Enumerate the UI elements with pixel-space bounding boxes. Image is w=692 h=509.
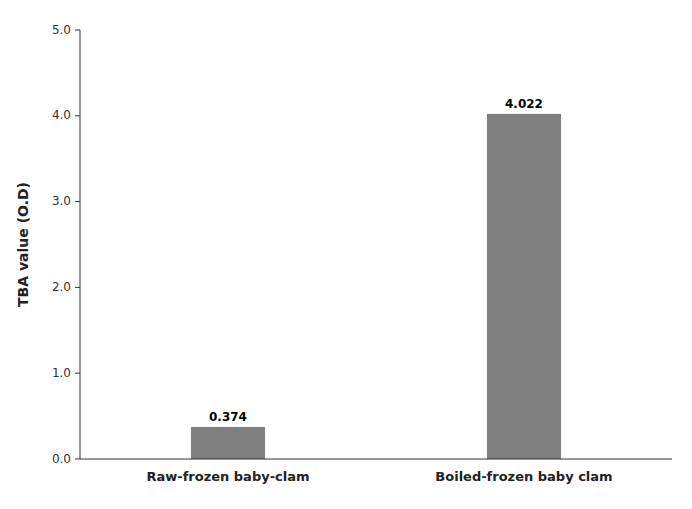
y-tick — [75, 115, 80, 116]
y-tick-label: 5.0 — [52, 23, 71, 37]
y-tick — [75, 373, 80, 374]
data-labels: 0.374 4.022 — [209, 97, 543, 424]
plot: 0.374 4.022 0.0 1.0 2.0 3.0 4.0 5.0 TBA value (O… — [15, 23, 672, 485]
y-axis-line — [80, 30, 81, 459]
y-tick-label: 1.0 — [52, 366, 71, 380]
y-tick-label: 2.0 — [52, 280, 71, 294]
page: {"chart_data": {"type": "bar", "categori… — [0, 0, 692, 509]
bar — [487, 114, 561, 459]
y-tick-label: 3.0 — [52, 194, 71, 208]
chart-svg: 0.374 4.022 0.0 1.0 2.0 3.0 4.0 5.0 TBA value (O… — [0, 0, 692, 509]
y-tick-label: 4.0 — [52, 108, 71, 122]
x-tick-label: Raw-frozen baby-clam — [146, 469, 309, 484]
x-tick-label: Boiled-frozen baby clam — [435, 469, 612, 484]
bars — [191, 114, 561, 459]
chart-container: 0.374 4.022 0.0 1.0 2.0 3.0 4.0 5.0 TBA value (O… — [0, 0, 692, 509]
y-axis: 0.0 1.0 2.0 3.0 4.0 5.0 — [52, 23, 80, 466]
y-tick — [75, 459, 80, 460]
x-axis: Raw-frozen baby-clam Boiled-frozen baby c… — [80, 459, 672, 484]
data-label: 0.374 — [209, 410, 247, 424]
y-tick — [75, 201, 80, 202]
data-label: 4.022 — [505, 97, 543, 111]
bar — [191, 427, 265, 459]
x-axis-line — [80, 459, 672, 460]
y-tick-label: 0.0 — [52, 452, 71, 466]
y-tick — [75, 30, 80, 31]
y-axis-label: TBA value (O.D) — [15, 182, 31, 307]
y-tick — [75, 287, 80, 288]
